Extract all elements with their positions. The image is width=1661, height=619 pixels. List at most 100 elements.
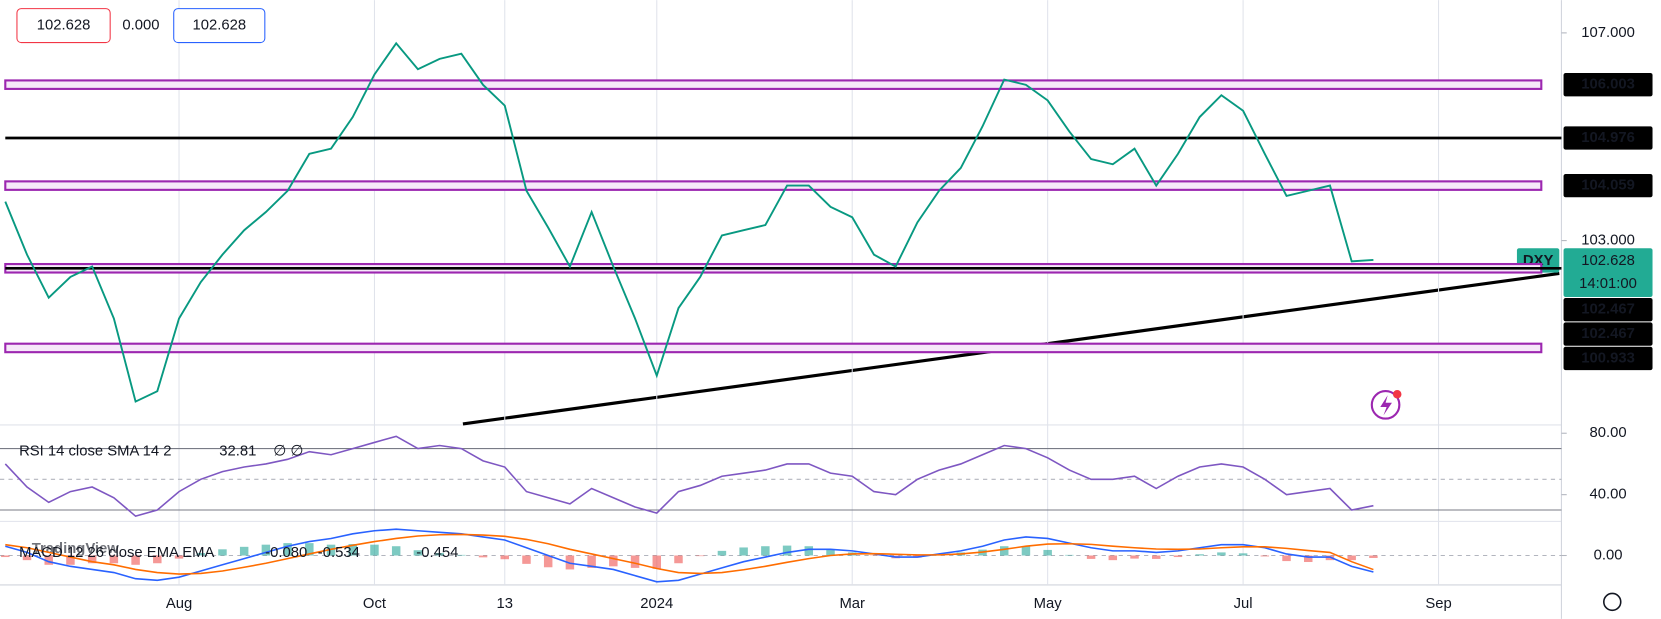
level-label: 100.933: [1581, 350, 1635, 366]
histogram-bar: [218, 549, 227, 556]
settings-icon[interactable]: [1603, 592, 1622, 612]
x-tick-label: Aug: [166, 596, 192, 612]
header-price: 102.628: [192, 18, 246, 34]
header-box: [16, 8, 111, 44]
histogram-bar: [739, 547, 748, 556]
price-label: 102.628: [1581, 253, 1635, 269]
histogram-bar: [478, 555, 488, 558]
y-tick-label: 0.00: [1594, 547, 1623, 563]
macd-line: [5, 528, 1374, 583]
level-zone: [4, 342, 1543, 354]
histogram-bar: [131, 555, 140, 565]
level-zone: [4, 79, 1543, 90]
price-box: [1563, 248, 1653, 297]
alert-dot: [1392, 390, 1402, 399]
histogram-bar: [391, 546, 401, 556]
level-label-box: [1563, 322, 1653, 346]
level-label: 104.976: [1581, 130, 1635, 146]
histogram-bar: [522, 555, 531, 564]
histogram-bar: [261, 544, 271, 556]
histogram-bar: [1152, 555, 1161, 559]
level-label-box: [1563, 73, 1653, 97]
histogram-bar: [826, 549, 835, 556]
x-tick-label: Jul: [1234, 596, 1253, 612]
histogram-bar: [1043, 549, 1052, 556]
histogram-bar: [587, 555, 596, 568]
level-label: 102.467: [1581, 326, 1635, 342]
x-tick-label: 13: [497, 596, 514, 612]
x-tick-label: Oct: [363, 596, 387, 612]
histogram-bar: [305, 543, 314, 556]
histogram-bar: [1130, 555, 1139, 559]
histogram-bar: [370, 544, 379, 556]
histogram-bar: [999, 546, 1009, 556]
level-label: 104.059: [1581, 178, 1635, 194]
rsi-title: RSI 14 close SMA 14 2: [19, 443, 171, 459]
histogram-bar: [761, 546, 770, 556]
signal-readout: -0.454: [416, 545, 458, 561]
histogram-bar: [348, 544, 357, 556]
level-label-box: [1563, 173, 1653, 198]
header-box: [173, 8, 266, 44]
macd-readout: -0.534: [318, 545, 360, 561]
histogram-bar: [1304, 555, 1313, 563]
histogram-bar: [717, 550, 727, 556]
histogram-bar: [1260, 555, 1270, 557]
rsi-line: [4, 435, 1374, 518]
histogram-bar: [153, 555, 162, 564]
histogram-bar: [196, 553, 205, 556]
level-label: 106.003: [1581, 77, 1635, 93]
level-label: 102.467: [1581, 302, 1635, 318]
countdown-label: 14:01:00: [1579, 276, 1637, 292]
histogram-bar: [87, 555, 97, 564]
histogram-bar: [500, 555, 509, 560]
x-tick-label: May: [1034, 596, 1063, 612]
histogram-bar: [435, 553, 444, 556]
histogram-bar: [1, 555, 10, 558]
histogram-bar: [1217, 552, 1226, 556]
histogram-bar: [1369, 555, 1378, 558]
alert-bolt: [1380, 395, 1392, 416]
histogram-bar: [1065, 554, 1074, 556]
histogram-bar: [543, 555, 553, 568]
histogram-readout: -0.080: [265, 545, 307, 561]
histogram-bar: [695, 555, 705, 557]
signal-line: [5, 533, 1374, 575]
header-price: 102.628: [37, 18, 91, 34]
histogram-bar: [1282, 555, 1291, 562]
histogram-bar: [1021, 546, 1031, 556]
histogram-bar: [66, 555, 75, 565]
histogram-bar: [1173, 555, 1183, 558]
histogram-bar: [174, 555, 184, 559]
histogram-bar: [782, 545, 792, 556]
level-zone: [4, 180, 1543, 191]
histogram-bar: [1108, 555, 1118, 561]
y-tick-label: 40.00: [1589, 487, 1626, 503]
histogram-bar: [239, 546, 249, 556]
histogram-bar: [109, 555, 119, 564]
rsi-flags: ∅ ∅: [273, 443, 303, 459]
histogram-bar: [44, 555, 53, 565]
y-tick-label: 80.00: [1589, 425, 1626, 441]
histogram-bar: [22, 555, 32, 561]
histogram-bar: [652, 555, 662, 569]
histogram-bar: [630, 555, 640, 568]
price-line: [4, 41, 1374, 403]
y-tick-label: 103.000: [1581, 233, 1635, 249]
macd-title: MACD 12 26 close EMA EMA: [19, 545, 214, 561]
level-label-box: [1563, 346, 1653, 371]
histogram-bar: [804, 546, 814, 556]
level-label-box: [1563, 126, 1653, 150]
histogram-bar: [1238, 553, 1248, 556]
histogram-bar: [609, 555, 618, 567]
histogram-bar: [457, 554, 466, 556]
x-tick-label: 2024: [640, 596, 673, 612]
y-tick-label: 107.000: [1581, 25, 1635, 41]
histogram-bar: [1086, 555, 1096, 559]
histogram-bar: [1347, 555, 1356, 561]
level-label-box: [1563, 298, 1653, 322]
histogram-bar: [413, 550, 423, 556]
histogram-bar: [1195, 554, 1204, 556]
